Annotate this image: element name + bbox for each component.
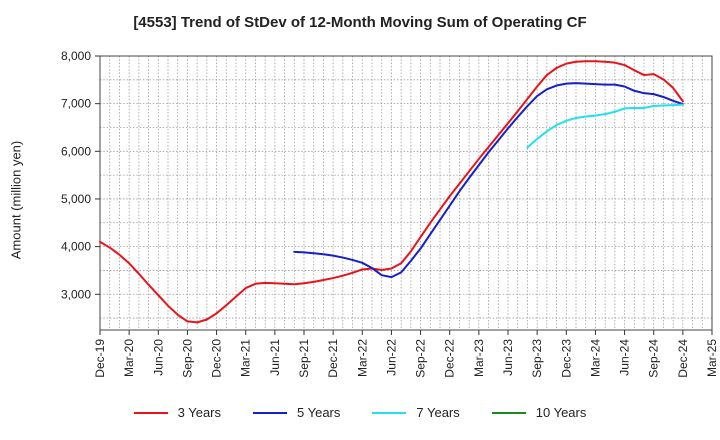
y-tick-label: 5,000 [61, 192, 91, 206]
y-tick-label: 8,000 [61, 49, 91, 63]
y-tick-label: 4,000 [61, 240, 91, 254]
plot-frame [99, 55, 713, 331]
legend-label: 3 Years [177, 405, 221, 420]
series-line-7-years [526, 103, 684, 149]
legend-swatch [133, 411, 168, 414]
x-tick-label: Mar-23 [472, 339, 486, 377]
x-tick-label: Dec-20 [210, 339, 224, 378]
x-tick-label: Sep-23 [530, 339, 544, 378]
x-tick-label: Mar-22 [355, 339, 369, 377]
legend-item: 5 Years [253, 405, 340, 420]
x-tick-label: Sep-24 [647, 339, 661, 378]
chart-title: [4553] Trend of StDev of 12-Month Moving… [133, 14, 587, 31]
x-tick-label: Jun-24 [618, 339, 632, 376]
y-tick-label: 3,000 [61, 287, 91, 301]
x-tick-label: Sep-21 [297, 339, 311, 378]
x-tick-label: Sep-20 [180, 339, 194, 378]
x-tick-label: Dec-21 [326, 339, 340, 378]
legend-item: 7 Years [372, 405, 460, 420]
x-tick-label: Jun-20 [151, 339, 165, 376]
series-line-5-years [293, 82, 684, 279]
x-tick-label: Dec-19 [93, 339, 107, 378]
legend-item: 3 Years [133, 405, 221, 420]
legend-swatch [372, 411, 407, 414]
x-tick-label: Dec-22 [443, 339, 457, 378]
x-tick-label: Jun-23 [501, 339, 515, 376]
legend-label: 7 Years [416, 405, 460, 420]
x-tick-label: Mar-25 [705, 339, 719, 377]
legend-item: 10 Years [491, 405, 587, 420]
x-tick-label: Mar-24 [588, 339, 602, 377]
x-tick-label: Mar-20 [122, 339, 136, 377]
x-tick-label: Jun-22 [384, 339, 398, 376]
legend-swatch [253, 411, 287, 414]
x-tick-label: Dec-23 [559, 339, 573, 378]
legend: 3 Years 5 Years 7 Years 10 Years [0, 405, 720, 420]
legend-label: 10 Years [535, 405, 587, 420]
series-line-3-years [99, 60, 684, 324]
x-tick-label: Sep-22 [414, 339, 428, 378]
x-tick-label: Jun-21 [268, 339, 282, 376]
y-tick-label: 6,000 [61, 144, 91, 158]
x-tick-label: Mar-21 [239, 339, 253, 377]
x-tick-label: Dec-24 [676, 339, 690, 378]
legend-label: 5 Years [297, 405, 341, 420]
legend-swatch [491, 411, 526, 414]
y-tick-label: 7,000 [61, 97, 91, 111]
